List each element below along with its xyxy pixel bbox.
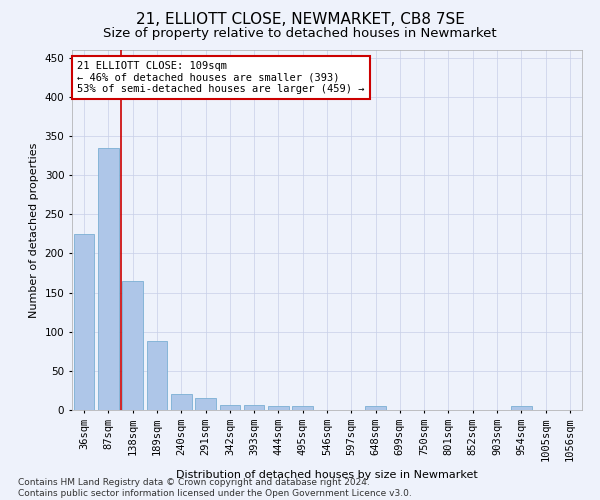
Bar [365, 406, 386, 410]
Bar [195, 398, 216, 410]
Bar [220, 404, 240, 410]
X-axis label: Distribution of detached houses by size in Newmarket: Distribution of detached houses by size … [176, 470, 478, 480]
Bar [146, 341, 167, 410]
Bar [171, 394, 191, 410]
Y-axis label: Number of detached properties: Number of detached properties [29, 142, 39, 318]
Bar [244, 404, 265, 410]
Text: 21 ELLIOTT CLOSE: 109sqm
← 46% of detached houses are smaller (393)
53% of semi-: 21 ELLIOTT CLOSE: 109sqm ← 46% of detach… [77, 61, 365, 94]
Bar [98, 148, 119, 410]
Text: Size of property relative to detached houses in Newmarket: Size of property relative to detached ho… [103, 28, 497, 40]
Bar [292, 406, 313, 410]
Bar [268, 406, 289, 410]
Text: Contains HM Land Registry data © Crown copyright and database right 2024.
Contai: Contains HM Land Registry data © Crown c… [18, 478, 412, 498]
Bar [74, 234, 94, 410]
Bar [122, 281, 143, 410]
Bar [511, 406, 532, 410]
Text: 21, ELLIOTT CLOSE, NEWMARKET, CB8 7SE: 21, ELLIOTT CLOSE, NEWMARKET, CB8 7SE [136, 12, 464, 28]
